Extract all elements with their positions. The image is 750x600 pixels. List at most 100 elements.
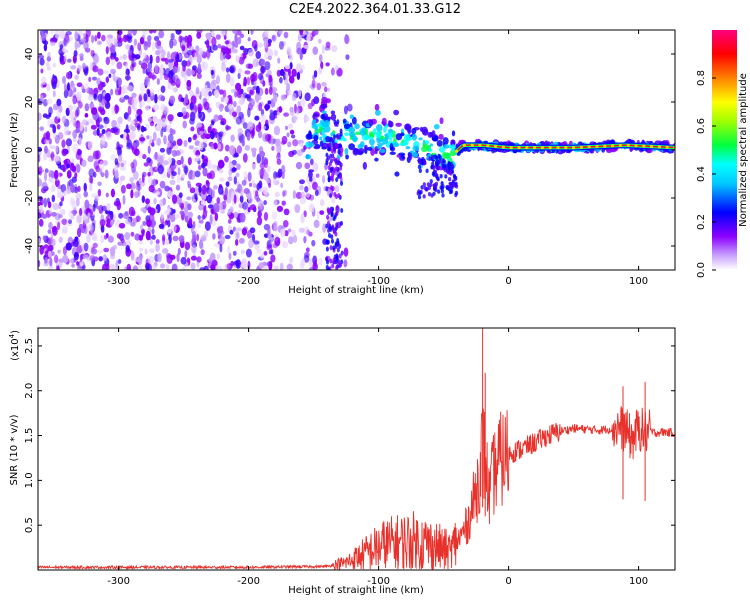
snr-series-line — [38, 406, 675, 570]
noise-blob — [147, 35, 152, 42]
snr-y-axis: 0.5 1.0 1.5 2.0 2.5 — [24, 338, 675, 533]
noise-blob — [196, 256, 202, 263]
signal-blob — [326, 155, 330, 161]
noise-blob — [89, 183, 93, 192]
signal-blob — [428, 156, 432, 161]
noise-blob — [205, 32, 212, 39]
noise-blob — [291, 92, 297, 102]
signal-blob — [329, 158, 333, 164]
noise-blob — [58, 105, 63, 113]
noise-blob — [126, 183, 132, 190]
signal-blob — [334, 121, 338, 127]
noise-blob — [295, 191, 303, 200]
noise-blob — [264, 103, 271, 111]
signal-blob — [305, 154, 312, 160]
noise-blob — [194, 170, 201, 178]
noise-blob — [234, 33, 238, 43]
noise-blob — [257, 42, 263, 48]
noise-blob — [167, 220, 171, 228]
noise-blob — [114, 89, 122, 96]
noise-blob — [118, 212, 124, 219]
noise-blob — [43, 43, 48, 52]
noise-blob — [119, 97, 126, 103]
noise-blob — [309, 158, 314, 166]
noise-blob — [132, 142, 137, 148]
noise-blob — [152, 131, 157, 141]
signal-blob — [404, 124, 412, 131]
noise-blob — [283, 31, 289, 39]
noise-blob — [63, 126, 70, 136]
noise-blob — [38, 218, 44, 227]
signal-blob — [408, 152, 413, 161]
noise-blob — [225, 181, 230, 187]
signal-blob — [422, 182, 426, 187]
noise-blob — [236, 89, 242, 98]
noise-blob — [247, 48, 254, 57]
signal-blob — [340, 250, 344, 256]
noise-blob — [77, 64, 82, 72]
noise-blob — [208, 256, 213, 264]
signal-blob — [429, 182, 433, 187]
noise-blob — [239, 195, 244, 203]
signal-blob — [344, 147, 349, 156]
colorbar: 0.0 0.2 0.4 0.6 0.8 Normalized spectral ampl… — [696, 30, 749, 278]
noise-blob — [190, 255, 197, 261]
signal-blob — [377, 130, 381, 139]
noise-blob — [235, 232, 240, 240]
noise-blob — [276, 106, 283, 113]
noise-blob — [224, 234, 231, 240]
noise-blob — [235, 172, 240, 178]
noise-blob — [245, 248, 252, 258]
signal-blob — [344, 132, 350, 137]
noise-blob — [231, 190, 235, 201]
noise-blob — [172, 66, 178, 74]
noise-blob — [42, 113, 48, 118]
noise-blob — [274, 191, 280, 198]
noise-blob — [146, 135, 150, 140]
noise-blob — [140, 125, 145, 133]
noise-blob — [180, 202, 185, 210]
noise-blob — [78, 101, 83, 109]
noise-blob — [90, 248, 98, 255]
signal-blob — [417, 157, 421, 162]
noise-blob — [106, 262, 110, 270]
noise-blob — [41, 181, 48, 190]
noise-blob — [158, 68, 165, 76]
signal-blob — [326, 116, 332, 120]
noise-blob — [146, 157, 152, 164]
noise-blob — [145, 262, 149, 267]
noise-blob — [112, 126, 119, 133]
noise-blob — [240, 249, 245, 255]
noise-blob — [252, 183, 257, 189]
signal-blob — [339, 220, 343, 226]
noise-blob — [143, 41, 149, 51]
noise-blob — [212, 233, 216, 240]
noise-blob — [253, 240, 260, 245]
noise-blob — [202, 155, 209, 165]
carrier-peak-mark — [587, 145, 591, 149]
carrier-peak-mark — [478, 143, 482, 147]
noise-blob — [89, 223, 94, 234]
x-tick-label: -300 — [107, 276, 130, 287]
noise-blob — [62, 246, 68, 256]
noise-blob — [233, 194, 237, 204]
noise-blob — [273, 171, 278, 180]
noise-blob — [56, 265, 60, 270]
noise-blob — [172, 38, 177, 47]
noise-blob — [203, 91, 207, 98]
signal-blob — [330, 113, 337, 121]
noise-blob — [267, 48, 274, 58]
colorbar-tick-label: 0.4 — [696, 166, 707, 182]
noise-blob — [321, 44, 325, 55]
noise-blob — [189, 169, 193, 175]
noise-blob — [170, 223, 177, 233]
signal-blob — [326, 171, 330, 177]
noise-blob — [138, 254, 142, 263]
noise-blob — [297, 33, 302, 42]
noise-blob — [201, 61, 209, 71]
noise-blob — [75, 127, 81, 134]
noise-blob — [82, 32, 86, 39]
noise-blob — [237, 68, 243, 74]
noise-blob — [234, 188, 241, 193]
signal-blob — [330, 234, 334, 240]
